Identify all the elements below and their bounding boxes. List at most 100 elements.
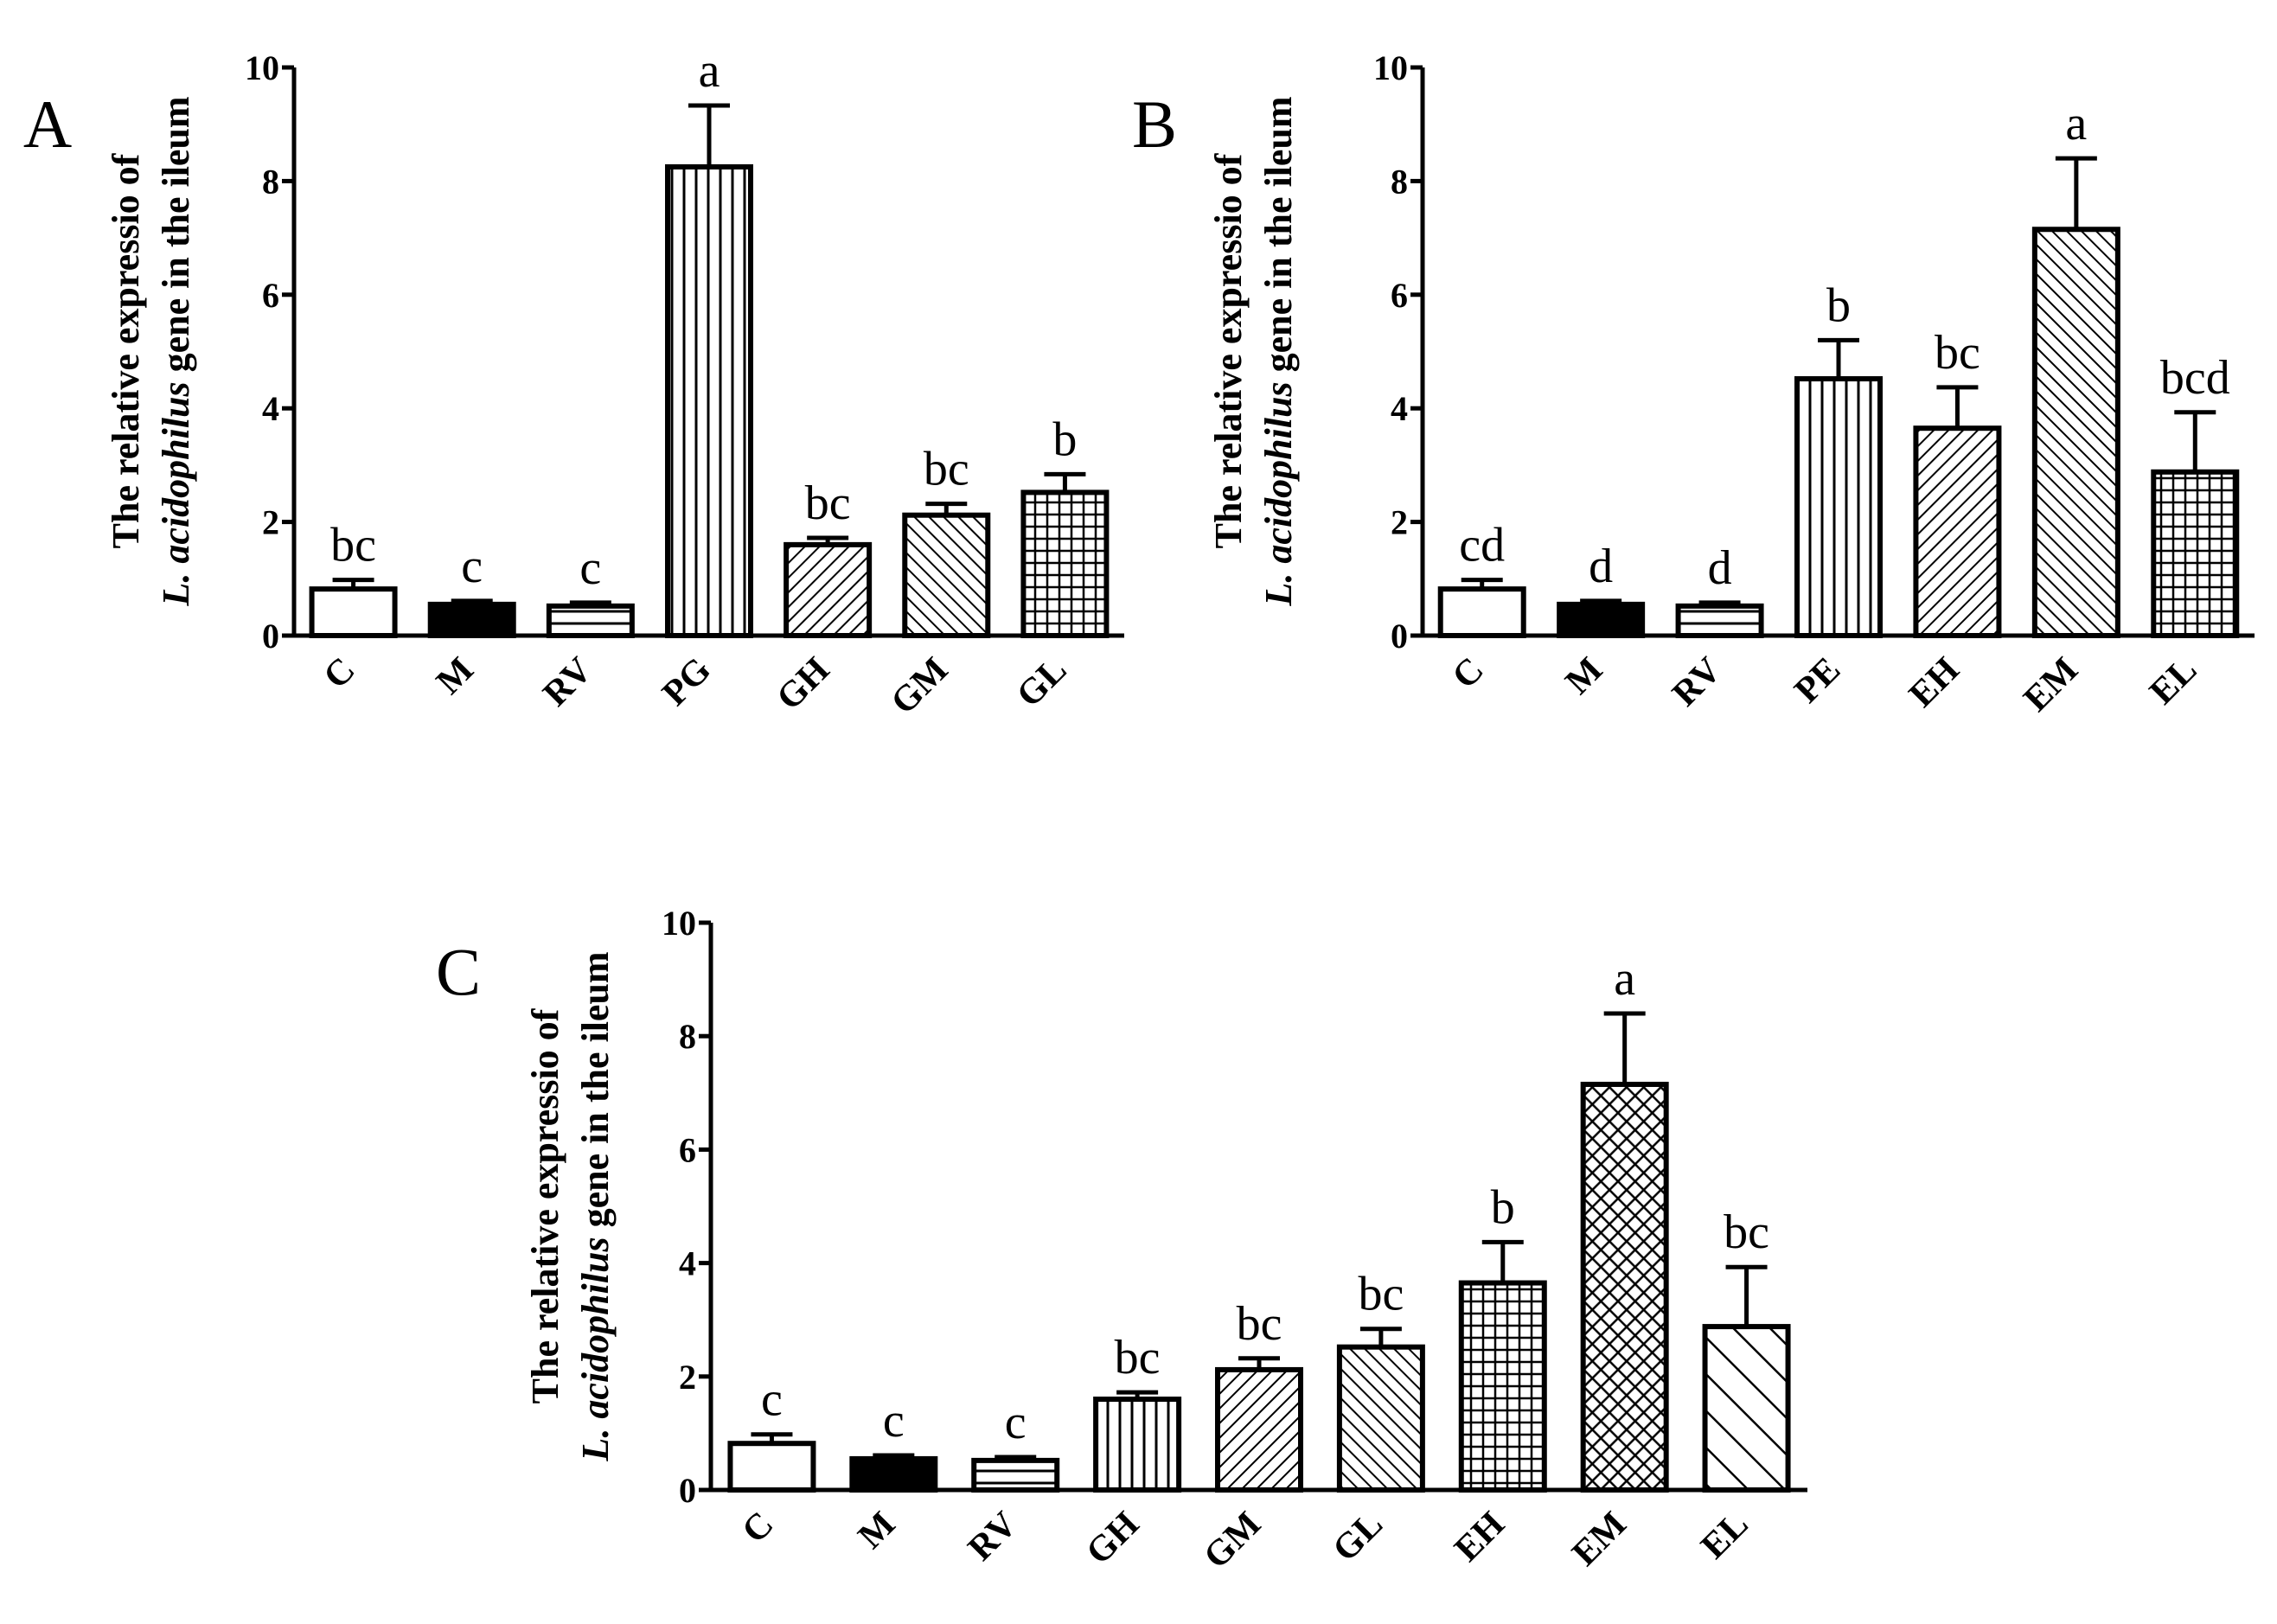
- significance-label: b: [1052, 412, 1077, 466]
- panel-letter-b: B: [1132, 86, 1177, 162]
- bar-c: [1437, 586, 1526, 638]
- y-axis-label: The relative expressio of L. acidophilus …: [524, 951, 617, 1461]
- x-tick-label: EM: [1564, 1505, 1634, 1574]
- bar-gm: [902, 512, 991, 638]
- y-axis-label-italic: L. acidophilus: [574, 1237, 617, 1461]
- x-tick-label: EL: [2142, 650, 2204, 713]
- bar-gh: [784, 541, 873, 639]
- x-tick-label: EL: [1693, 1505, 1756, 1567]
- significance-label: bc: [1237, 1297, 1282, 1351]
- significance-label: d: [1589, 540, 1613, 593]
- significance-label: d: [1708, 541, 1732, 595]
- significance-label: c: [1005, 1396, 1027, 1449]
- y-tick-label: 10: [1373, 48, 1408, 87]
- significance-label: bc: [330, 519, 376, 572]
- bar-m: [849, 1455, 938, 1493]
- x-tick-label: PE: [1788, 650, 1848, 711]
- y-tick-label: 6: [1391, 276, 1408, 315]
- y-tick-label: 2: [262, 503, 279, 542]
- y-tick-label: 0: [262, 617, 279, 655]
- x-tick-label: GH: [1078, 1505, 1147, 1573]
- significance-label: a: [1614, 952, 1635, 1006]
- significance-label: c: [461, 540, 483, 593]
- x-tick-label: C: [735, 1505, 782, 1551]
- y-tick-label: 8: [262, 162, 279, 201]
- bar-em: [1580, 1081, 1669, 1493]
- significance-label: cd: [1459, 519, 1505, 572]
- y-tick-label: 8: [1391, 162, 1408, 201]
- y-axis-label: The relative expressio of L. acidophilus …: [1207, 96, 1300, 606]
- y-axis-label-italic: L. acidophilus: [155, 381, 197, 606]
- x-tick-label: GL: [1326, 1505, 1391, 1570]
- x-tick-label: RV: [536, 650, 600, 714]
- y-axis-label-line1: The relative expressio of: [105, 152, 147, 548]
- significance-label: bc: [1724, 1205, 1769, 1259]
- chart-panel-c: C The relative expressio of L. acidophilus…: [436, 904, 1807, 1576]
- bar-rv: [971, 1457, 1060, 1493]
- y-tick-label: 2: [679, 1358, 696, 1397]
- x-tick-label: M: [429, 650, 482, 703]
- bar-em: [2031, 227, 2120, 638]
- bar-gl: [1336, 1344, 1425, 1493]
- bar-eh: [1458, 1280, 1547, 1493]
- x-tick-label: C: [317, 650, 363, 697]
- panel-letter-c: C: [436, 934, 481, 1009]
- y-axis-label-line1: The relative expressio of: [1207, 152, 1250, 548]
- x-tick-label: M: [851, 1505, 904, 1557]
- y-tick-label: 0: [1391, 617, 1408, 655]
- bar-m: [1557, 601, 1646, 638]
- bar-rv: [1675, 603, 1764, 638]
- bar-el: [1702, 1324, 1791, 1493]
- significance-label: bc: [924, 443, 969, 496]
- panel-letter-a: A: [23, 86, 72, 162]
- x-tick-label: GM: [884, 650, 956, 723]
- x-tick-label: EH: [1902, 650, 1967, 715]
- y-tick-label: 10: [245, 48, 279, 87]
- significance-label: b: [1826, 278, 1851, 332]
- y-tick-label: 6: [262, 276, 279, 315]
- bar-el: [2151, 469, 2240, 638]
- bar-c: [727, 1441, 816, 1493]
- x-tick-label: C: [1445, 650, 1492, 697]
- significance-label: bc: [805, 476, 851, 530]
- significance-label: c: [883, 1394, 905, 1448]
- y-axis-label-line2: gene in the ileum: [1257, 96, 1300, 381]
- y-axis-label-line2: gene in the ileum: [155, 96, 197, 381]
- x-tick-label: PG: [655, 650, 719, 714]
- significance-label: bc: [1115, 1331, 1161, 1384]
- significance-label: a: [2065, 97, 2087, 150]
- significance-label: bc: [1358, 1268, 1404, 1321]
- y-axis-label-line1: The relative expressio of: [524, 1007, 566, 1403]
- y-tick-label: 4: [679, 1244, 696, 1283]
- significance-label: bc: [1935, 326, 1980, 380]
- bar-m: [427, 601, 516, 638]
- bar-rv: [546, 603, 635, 638]
- x-tick-label: EH: [1447, 1505, 1512, 1570]
- bar-pg: [665, 163, 753, 639]
- bar-c: [309, 586, 398, 638]
- significance-label: a: [699, 44, 720, 98]
- y-axis-label-line2: gene in the ileum: [574, 951, 617, 1237]
- x-tick-label: GH: [769, 650, 837, 719]
- y-axis-label-italic: L. acidophilus: [1257, 381, 1300, 606]
- significance-label: b: [1491, 1180, 1515, 1234]
- y-tick-label: 8: [679, 1017, 696, 1056]
- y-tick-label: 10: [662, 904, 696, 943]
- x-tick-label: RV: [1665, 650, 1729, 714]
- x-tick-label: M: [1558, 650, 1611, 703]
- x-tick-label: GM: [1196, 1505, 1269, 1577]
- y-tick-label: 4: [262, 389, 279, 428]
- significance-label: bcd: [2160, 351, 2230, 405]
- y-tick-label: 6: [679, 1130, 696, 1169]
- bar-pe: [1794, 376, 1883, 638]
- bar-eh: [1913, 425, 2002, 638]
- bar-gh: [1093, 1397, 1182, 1493]
- significance-label: c: [579, 541, 601, 595]
- chart-panel-a: A The relative expressio of L. acidophilus…: [23, 44, 1124, 722]
- bar-gm: [1215, 1366, 1303, 1493]
- y-tick-label: 4: [1391, 389, 1408, 428]
- x-tick-label: GL: [1009, 650, 1074, 715]
- x-tick-label: EM: [2017, 650, 2086, 719]
